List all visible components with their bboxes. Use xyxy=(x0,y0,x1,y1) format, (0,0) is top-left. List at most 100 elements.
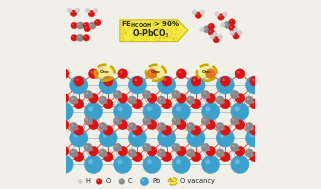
Circle shape xyxy=(71,35,77,41)
Circle shape xyxy=(98,180,99,181)
Circle shape xyxy=(235,93,245,103)
Circle shape xyxy=(76,154,79,157)
Circle shape xyxy=(164,78,167,81)
Circle shape xyxy=(115,119,117,121)
Circle shape xyxy=(202,155,220,174)
Circle shape xyxy=(246,129,264,147)
Text: O$_{\mathregular{vac}}$: O$_{\mathregular{vac}}$ xyxy=(150,68,161,76)
Circle shape xyxy=(89,146,98,156)
Circle shape xyxy=(59,69,69,79)
Circle shape xyxy=(84,143,92,152)
Circle shape xyxy=(208,95,211,98)
Circle shape xyxy=(133,76,142,86)
Circle shape xyxy=(218,14,224,20)
Circle shape xyxy=(130,151,132,153)
Circle shape xyxy=(191,125,201,135)
Circle shape xyxy=(105,154,108,157)
Circle shape xyxy=(103,76,113,86)
Circle shape xyxy=(140,177,149,186)
Circle shape xyxy=(86,9,88,11)
Circle shape xyxy=(143,155,161,174)
Circle shape xyxy=(94,9,95,11)
Circle shape xyxy=(220,133,225,138)
Circle shape xyxy=(130,124,132,127)
Circle shape xyxy=(232,92,235,94)
Circle shape xyxy=(74,80,79,85)
Circle shape xyxy=(68,9,70,10)
Circle shape xyxy=(231,155,249,174)
Circle shape xyxy=(86,92,88,94)
Circle shape xyxy=(220,80,225,85)
Circle shape xyxy=(84,102,102,121)
Circle shape xyxy=(210,34,215,39)
Circle shape xyxy=(230,90,239,99)
Circle shape xyxy=(157,122,166,131)
Circle shape xyxy=(144,92,147,94)
Circle shape xyxy=(128,149,136,157)
Circle shape xyxy=(133,99,142,109)
Circle shape xyxy=(222,154,225,157)
Circle shape xyxy=(71,22,77,29)
Circle shape xyxy=(201,11,202,12)
Circle shape xyxy=(120,95,123,98)
Circle shape xyxy=(72,36,74,38)
Circle shape xyxy=(220,99,230,109)
Circle shape xyxy=(91,122,93,125)
Circle shape xyxy=(164,154,167,157)
Circle shape xyxy=(147,146,157,156)
Circle shape xyxy=(74,99,84,109)
Circle shape xyxy=(132,80,137,85)
Circle shape xyxy=(193,154,196,157)
Circle shape xyxy=(69,96,78,104)
Circle shape xyxy=(157,149,166,157)
Circle shape xyxy=(178,122,181,125)
Circle shape xyxy=(208,23,214,30)
Circle shape xyxy=(209,30,211,32)
Circle shape xyxy=(252,128,255,130)
Circle shape xyxy=(203,119,205,121)
Circle shape xyxy=(147,120,157,130)
Circle shape xyxy=(206,146,215,156)
Circle shape xyxy=(172,117,180,125)
Circle shape xyxy=(172,90,180,99)
Circle shape xyxy=(74,125,84,135)
Circle shape xyxy=(159,98,161,100)
Circle shape xyxy=(143,143,151,152)
Circle shape xyxy=(219,15,221,17)
Circle shape xyxy=(216,13,217,14)
Circle shape xyxy=(203,92,205,94)
Ellipse shape xyxy=(168,178,177,185)
Circle shape xyxy=(118,120,128,130)
Circle shape xyxy=(246,76,264,94)
Circle shape xyxy=(69,122,78,131)
Circle shape xyxy=(76,78,79,81)
Circle shape xyxy=(77,22,84,29)
Circle shape xyxy=(114,102,132,121)
Circle shape xyxy=(235,120,245,130)
Circle shape xyxy=(188,98,191,100)
Text: Pb: Pb xyxy=(152,178,160,184)
Circle shape xyxy=(105,128,108,130)
Circle shape xyxy=(158,76,176,94)
Circle shape xyxy=(78,179,82,184)
Circle shape xyxy=(176,93,186,103)
Circle shape xyxy=(113,90,122,99)
Circle shape xyxy=(226,23,228,25)
Circle shape xyxy=(144,145,147,147)
Circle shape xyxy=(74,76,84,86)
Circle shape xyxy=(237,148,240,151)
Circle shape xyxy=(91,148,93,151)
Circle shape xyxy=(231,32,232,33)
Circle shape xyxy=(88,106,93,111)
Circle shape xyxy=(133,125,142,135)
Circle shape xyxy=(218,98,220,100)
Circle shape xyxy=(205,106,210,111)
Circle shape xyxy=(208,148,211,151)
Circle shape xyxy=(218,151,220,153)
Circle shape xyxy=(234,28,238,32)
Circle shape xyxy=(83,35,90,41)
Circle shape xyxy=(55,102,73,121)
Circle shape xyxy=(215,12,219,16)
Circle shape xyxy=(77,34,84,41)
Circle shape xyxy=(149,148,152,151)
